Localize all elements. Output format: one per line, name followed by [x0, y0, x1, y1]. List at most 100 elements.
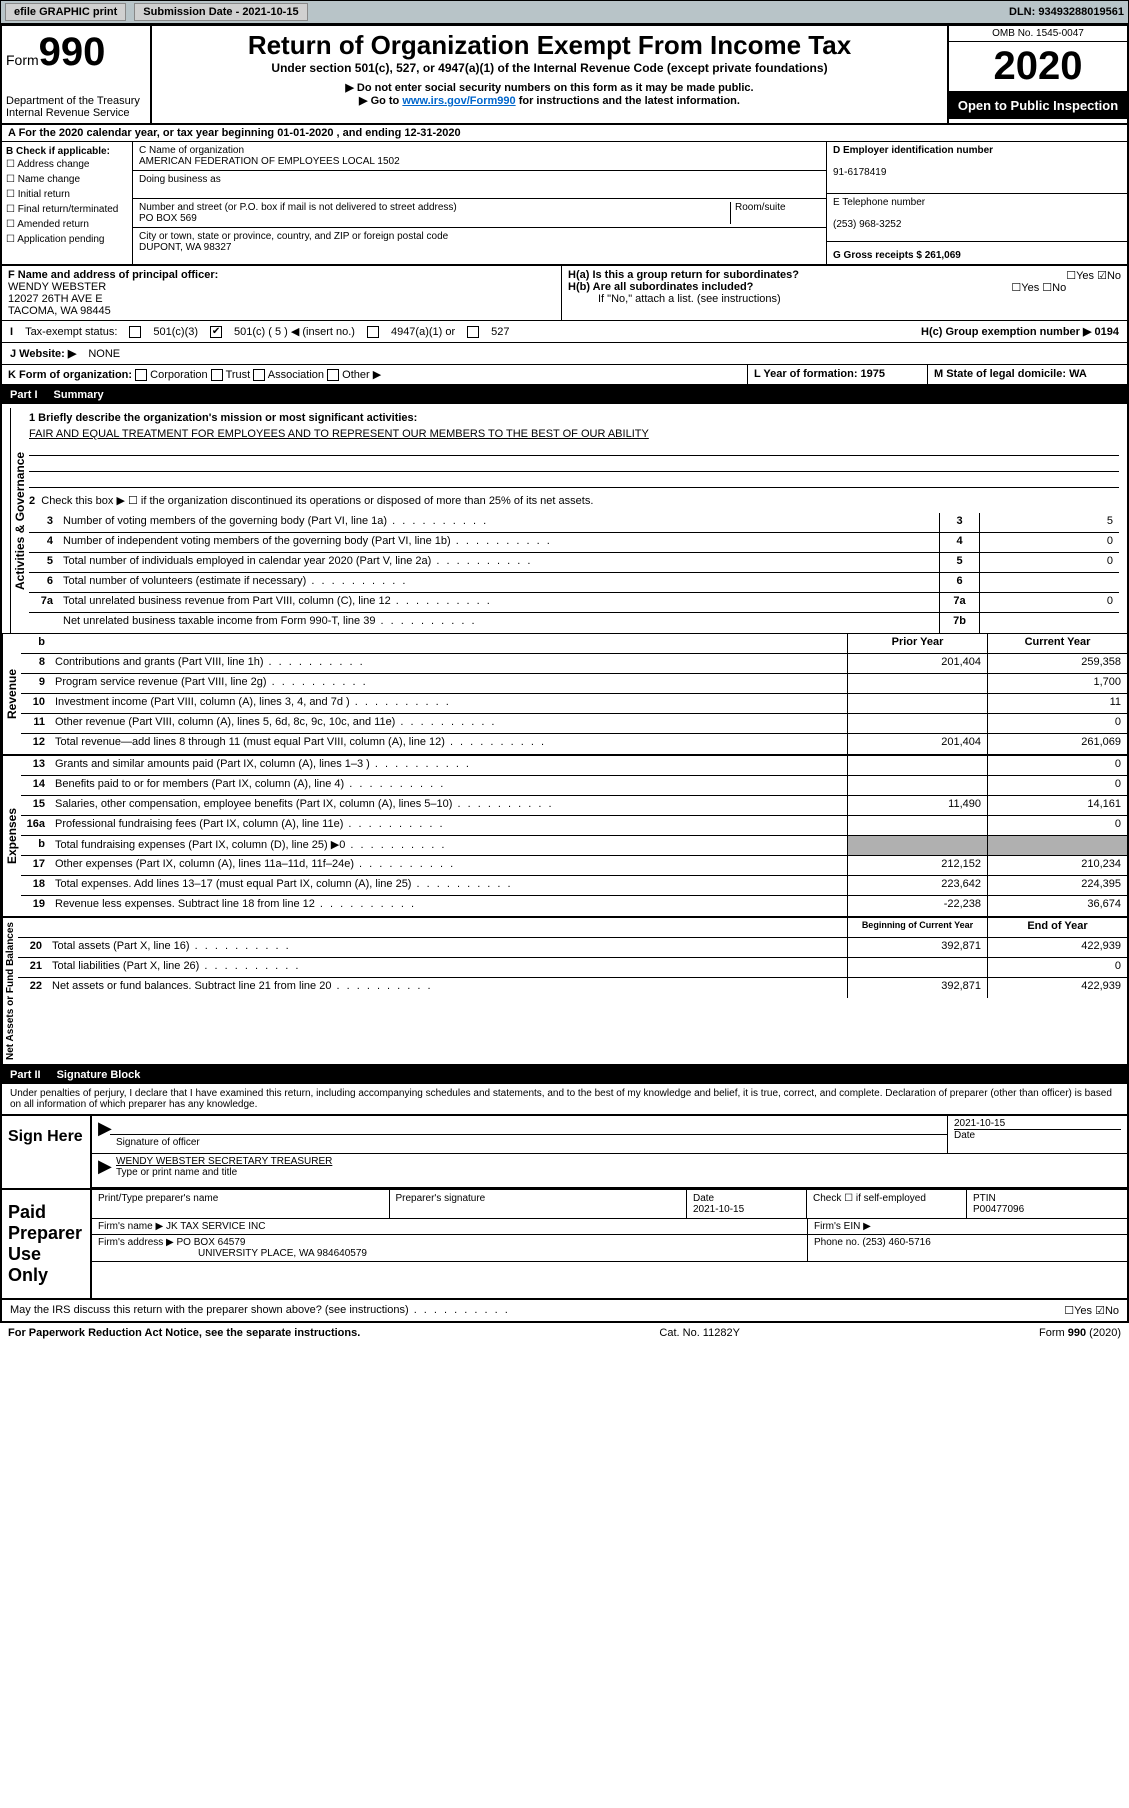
- self-employed-check[interactable]: Check ☐ if self-employed: [807, 1190, 967, 1219]
- line-value: 0: [979, 533, 1119, 552]
- line-desc: Revenue less expenses. Subtract line 18 …: [51, 896, 847, 916]
- checkbox-address-change[interactable]: ☐ Address change: [6, 157, 128, 172]
- officer-label: F Name and address of principal officer:: [8, 269, 218, 281]
- line-desc: Professional fundraising fees (Part IX, …: [51, 816, 847, 835]
- check-corp[interactable]: [135, 369, 147, 381]
- website-value: NONE: [88, 348, 120, 360]
- website-row: J Website: ▶ NONE: [0, 343, 1129, 365]
- prep-sig-hdr: Preparer's signature: [390, 1190, 688, 1219]
- line-num: 6: [29, 573, 59, 592]
- line-num: 19: [21, 896, 51, 916]
- line-value: 0: [979, 593, 1119, 612]
- sig-date-label: Date: [954, 1129, 1121, 1141]
- sig-officer-label: Signature of officer: [110, 1134, 947, 1153]
- officer-name: WENDY WEBSTER: [8, 281, 106, 293]
- line-desc: Total number of individuals employed in …: [59, 553, 939, 572]
- efile-print-button[interactable]: efile GRAPHIC print: [5, 3, 126, 21]
- line-num: 11: [21, 714, 51, 733]
- firm-city: UNIVERSITY PLACE, WA 984640579: [98, 1248, 367, 1259]
- col-b-label: B Check if applicable:: [6, 146, 110, 157]
- prior-value: 392,871: [847, 938, 987, 957]
- vert-governance: Activities & Governance: [10, 408, 29, 633]
- footer: For Paperwork Reduction Act Notice, see …: [0, 1323, 1129, 1343]
- check-trust[interactable]: [211, 369, 223, 381]
- state-domicile: M State of legal domicile: WA: [927, 365, 1127, 384]
- current-year-hdr: Current Year: [987, 634, 1127, 653]
- line-num: 10: [21, 694, 51, 713]
- section-a-taxyear: A For the 2020 calendar year, or tax yea…: [0, 125, 1129, 142]
- identity-grid: B Check if applicable: ☐ Address change …: [0, 142, 1129, 266]
- check-other[interactable]: [327, 369, 339, 381]
- check-501c3[interactable]: [129, 326, 141, 338]
- line-code: 5: [939, 553, 979, 572]
- penalty-text: Under penalties of perjury, I declare th…: [0, 1084, 1129, 1114]
- current-value: 210,234: [987, 856, 1127, 875]
- checkbox-initial-return[interactable]: ☐ Initial return: [6, 187, 128, 202]
- gross-receipts: G Gross receipts $ 261,069: [833, 250, 961, 261]
- current-value: 0: [987, 776, 1127, 795]
- current-value: 0: [987, 816, 1127, 835]
- officer-print-name: WENDY WEBSTER SECRETARY TREASURER: [116, 1156, 332, 1167]
- firm-ein-label: Firm's EIN ▶: [807, 1219, 1127, 1234]
- sign-here-block: Sign Here ▶ Signature of officer 2021-10…: [0, 1114, 1129, 1190]
- prior-value: [847, 958, 987, 977]
- part2-header: Part IISignature Block: [0, 1066, 1129, 1084]
- prior-value: [847, 816, 987, 835]
- line-num: b: [21, 836, 51, 855]
- prior-value: [847, 836, 987, 855]
- line-num: 4: [29, 533, 59, 552]
- check-4947[interactable]: [367, 326, 379, 338]
- line-num: [29, 613, 59, 633]
- irs-link[interactable]: www.irs.gov/Form990: [402, 95, 515, 107]
- hb-label: H(b) Are all subordinates included?: [568, 281, 753, 293]
- checkbox-amended[interactable]: ☐ Amended return: [6, 217, 128, 232]
- vert-netassets: Net Assets or Fund Balances: [2, 918, 18, 1064]
- line-desc: Total fundraising expenses (Part IX, col…: [51, 836, 847, 855]
- paid-preparer-block: Paid Preparer Use Only Print/Type prepar…: [0, 1190, 1129, 1300]
- firm-addr: PO BOX 64579: [177, 1237, 246, 1248]
- line-desc: Salaries, other compensation, employee b…: [51, 796, 847, 815]
- check-501c[interactable]: [210, 326, 222, 338]
- ein-label: D Employer identification number: [833, 145, 993, 156]
- ptin-value: P00477096: [973, 1204, 1024, 1215]
- line-desc: Program service revenue (Part VIII, line…: [51, 674, 847, 693]
- netassets-section: Net Assets or Fund Balances Beginning of…: [0, 918, 1129, 1066]
- line-num: 5: [29, 553, 59, 572]
- line-code: 6: [939, 573, 979, 592]
- check-527[interactable]: [467, 326, 479, 338]
- status-label: Tax-exempt status:: [25, 326, 117, 338]
- line-code: 7a: [939, 593, 979, 612]
- line-num: 7a: [29, 593, 59, 612]
- instruction-2: ▶ Go to www.irs.gov/Form990 for instruct…: [156, 94, 943, 107]
- officer-h-row: F Name and address of principal officer:…: [0, 266, 1129, 321]
- line-num: 22: [18, 978, 48, 998]
- line-desc: Total number of volunteers (estimate if …: [59, 573, 939, 592]
- line-desc: Total liabilities (Part X, line 26): [48, 958, 847, 977]
- omb-number: OMB No. 1545-0047: [949, 26, 1127, 42]
- checkbox-final-return[interactable]: ☐ Final return/terminated: [6, 202, 128, 217]
- checkbox-name-change[interactable]: ☐ Name change: [6, 172, 128, 187]
- current-value: 36,674: [987, 896, 1127, 916]
- addr-value: PO BOX 569: [139, 213, 197, 224]
- line2-text: Check this box ▶ ☐ if the organization d…: [41, 495, 593, 507]
- line-desc: Total revenue—add lines 8 through 11 (mu…: [51, 734, 847, 754]
- prior-value: [847, 714, 987, 733]
- line-desc: Total expenses. Add lines 13–17 (must eq…: [51, 876, 847, 895]
- vert-expenses: Expenses: [2, 756, 21, 916]
- addr-label: Number and street (or P.O. box if mail i…: [139, 202, 457, 213]
- line-num: 20: [18, 938, 48, 957]
- line-num: 21: [18, 958, 48, 977]
- current-value: 422,939: [987, 938, 1127, 957]
- checkbox-app-pending[interactable]: ☐ Application pending: [6, 232, 128, 247]
- line-num: 14: [21, 776, 51, 795]
- check-assoc[interactable]: [253, 369, 265, 381]
- year-formation: L Year of formation: 1975: [747, 365, 927, 384]
- beg-year-hdr: Beginning of Current Year: [847, 918, 987, 937]
- firm-name: JK TAX SERVICE INC: [166, 1221, 265, 1232]
- top-toolbar: efile GRAPHIC print Submission Date - 20…: [0, 0, 1129, 24]
- submission-date-button[interactable]: Submission Date - 2021-10-15: [134, 3, 307, 21]
- line-num: 17: [21, 856, 51, 875]
- website-label: J Website: ▶: [10, 347, 76, 360]
- print-name-label: Type or print name and title: [116, 1167, 237, 1178]
- public-inspection: Open to Public Inspection: [949, 92, 1127, 119]
